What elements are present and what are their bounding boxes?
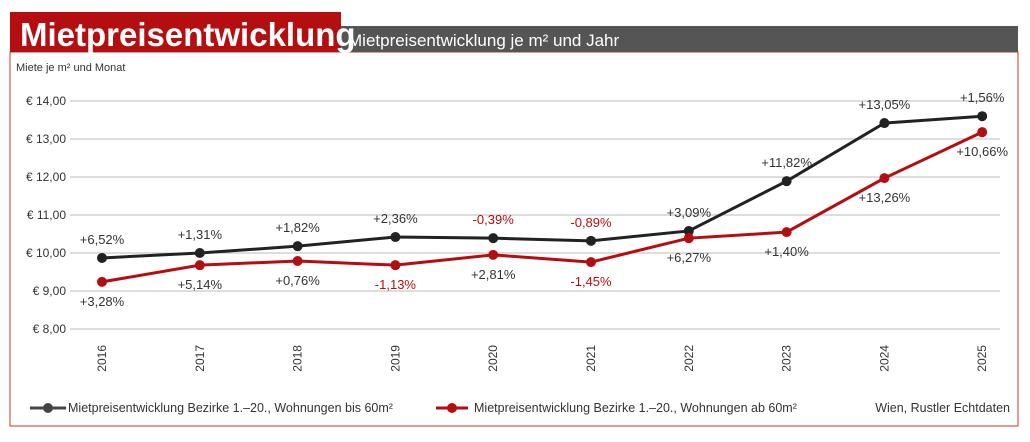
x-tick-label: 2022 (682, 345, 696, 372)
data-label: +5,14% (178, 277, 223, 292)
data-label: +2,36% (373, 211, 418, 226)
title: Mietpreisentwicklung (20, 16, 356, 53)
x-tick-label: 2025 (975, 345, 989, 372)
data-point (586, 257, 596, 268)
data-point (488, 249, 499, 260)
x-tick-label: 2018 (291, 345, 305, 372)
data-point (977, 127, 988, 138)
y-tick-label: € 9,00 (33, 284, 67, 298)
data-point (194, 248, 205, 258)
subtitle: Mietpreisentwicklung je m² und Jahr (348, 31, 620, 50)
x-tick-label: 2024 (877, 345, 891, 372)
title-bar (10, 12, 341, 52)
data-label: +3,28% (80, 294, 125, 309)
data-label: +13,26% (859, 190, 911, 205)
x-tick-label: 2017 (193, 345, 207, 372)
x-tick-label: 2016 (95, 345, 109, 372)
subtitle-bar (341, 26, 1018, 52)
data-label: -1,13% (375, 277, 417, 292)
legend-marker-red (447, 403, 457, 413)
data-label: -1,45% (570, 274, 612, 289)
legend-label-dark: Mietpreisentwicklung Bezirke 1.–20., Woh… (68, 401, 393, 415)
legend-marker-dark (43, 403, 53, 413)
data-label: +3,09% (667, 205, 712, 220)
data-point (977, 111, 988, 122)
y-tick-label: € 11,00 (27, 208, 66, 222)
source-note: Wien, Rustler Echtdaten (875, 401, 1010, 415)
data-label: +2,81% (471, 267, 516, 282)
y-tick-label: € 10,00 (26, 246, 66, 260)
data-point (194, 260, 205, 271)
y-tick-label: € 14,00 (26, 94, 66, 108)
y-tick-label: € 8,00 (33, 322, 67, 336)
data-point (97, 252, 107, 263)
data-point (292, 241, 303, 252)
y-tick-label: € 12,00 (26, 170, 66, 184)
data-label: +6,27% (667, 250, 712, 265)
data-label: +0,76% (275, 273, 320, 288)
x-tick-label: 2019 (388, 345, 402, 372)
y-tick-label: € 13,00 (26, 132, 66, 146)
data-label: +11,82% (761, 155, 812, 170)
data-label: -0,39% (473, 212, 515, 227)
data-label: +1,31% (178, 227, 223, 242)
data-label: +6,52% (80, 232, 125, 247)
data-point (879, 173, 890, 184)
data-point (97, 276, 107, 287)
x-tick-label: 2020 (486, 345, 500, 372)
legend-label-red: Mietpreisentwicklung Bezirke 1.–20., Woh… (474, 401, 797, 415)
data-point (390, 260, 401, 271)
data-point (781, 227, 792, 238)
y-axis-label: Miete je m² und Monat (16, 62, 125, 74)
data-label: +13,05% (859, 97, 911, 112)
x-tick-label: 2023 (780, 345, 794, 372)
data-label: +1,56% (960, 90, 1005, 105)
legend: Mietpreisentwicklung Bezirke 1.–20., Woh… (30, 401, 1010, 415)
data-label: +10,66% (956, 144, 1008, 159)
x-tick-label: 2021 (584, 345, 598, 372)
data-label: -0,89% (570, 215, 612, 230)
data-point (879, 118, 890, 129)
data-point (586, 235, 596, 246)
series-line-1 (101, 130, 983, 284)
data-point (488, 233, 499, 244)
data-point (781, 176, 792, 187)
data-label: +1,82% (275, 220, 320, 235)
series-line-0 (101, 114, 983, 260)
data-point (292, 255, 303, 266)
data-point (683, 225, 694, 236)
data-point (390, 232, 401, 243)
data-label: +1,40% (764, 244, 809, 259)
data-point (683, 233, 694, 244)
